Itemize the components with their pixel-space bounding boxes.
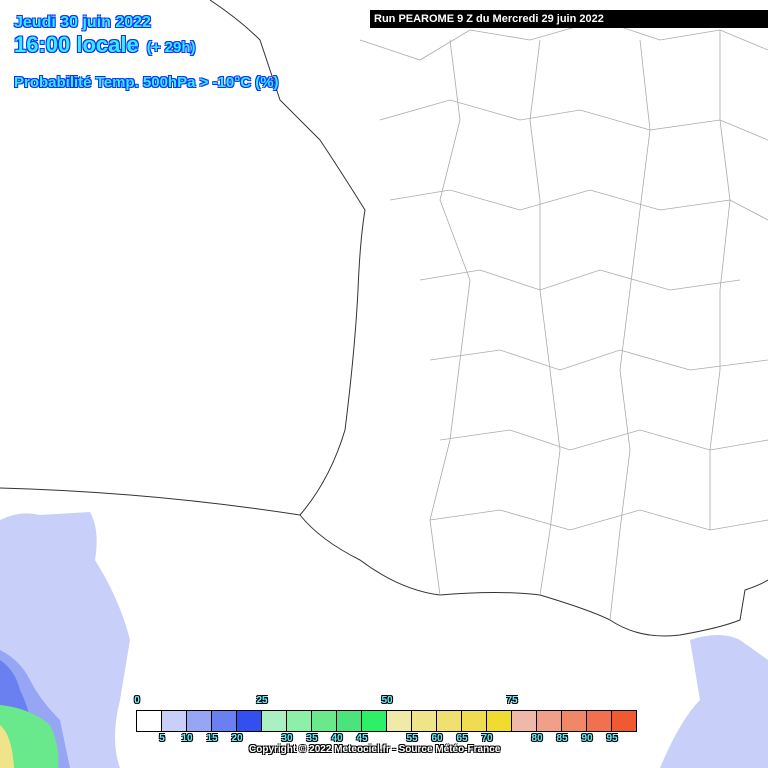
legend-swatch	[562, 711, 587, 731]
legend-swatch	[187, 711, 212, 731]
legend-swatch	[337, 711, 362, 731]
parameter-title: Probabilité Temp. 500hPa > -10°C (%)	[14, 74, 279, 91]
field-yellow	[0, 725, 14, 768]
legend-top-label: 50	[381, 695, 393, 706]
legend-bottom-label: 60	[431, 733, 443, 744]
legend-swatch	[537, 711, 562, 731]
legend-bottom-label: 40	[331, 733, 343, 744]
legend-bottom-label: 10	[181, 733, 193, 744]
coastline	[0, 0, 768, 637]
legend-bottom-label: 45	[356, 733, 368, 744]
legend-bottom-label: 20	[231, 733, 243, 744]
legend-bottom-label: 85	[556, 733, 568, 744]
legend-swatch	[587, 711, 612, 731]
legend-swatch	[437, 711, 462, 731]
legend-bottom-label: 80	[531, 733, 543, 744]
legend-bottom-label: 5	[159, 733, 165, 744]
legend-swatch	[237, 711, 262, 731]
legend-swatch	[312, 711, 337, 731]
legend-top-label: 0	[134, 695, 140, 706]
color-scale-legend	[136, 710, 637, 732]
legend-swatch	[162, 711, 187, 731]
legend-bottom-label: 30	[281, 733, 293, 744]
legend-swatch	[262, 711, 287, 731]
legend-swatch	[512, 711, 537, 731]
lead-time: (+ 29h)	[146, 39, 196, 56]
legend-swatch	[412, 711, 437, 731]
legend-top-label: 75	[506, 695, 518, 706]
legend-swatch	[612, 711, 636, 731]
copyright: Copyright © 2022 Meteociel.fr - Source M…	[249, 744, 501, 755]
probability-field	[0, 512, 768, 768]
legend-bottom-label: 95	[606, 733, 618, 744]
field-green	[0, 705, 59, 768]
legend-bottom-label: 65	[456, 733, 468, 744]
legend-bottom-label: 70	[481, 733, 493, 744]
legend-top-label: 25	[256, 695, 268, 706]
legend-bottom-label: 15	[206, 733, 218, 744]
local-time: 16:00 locale	[14, 32, 139, 57]
forecast-date: Jeudi 30 juin 2022	[14, 14, 151, 31]
legend-bottom-label: 55	[406, 733, 418, 744]
legend-swatch	[387, 711, 412, 731]
legend-swatch	[212, 711, 237, 731]
legend-swatch	[462, 711, 487, 731]
legend-bottom-label: 35	[306, 733, 318, 744]
legend-swatch	[487, 711, 512, 731]
legend-swatch	[137, 711, 162, 731]
forecast-time: 16:00 locale (+ 29h)	[14, 32, 196, 58]
field-light-blue-se	[660, 635, 768, 768]
department-borders	[359, 19, 768, 621]
run-label: Run PEAROME 9 Z du Mercredi 29 juin 2022	[370, 10, 768, 28]
legend-swatch	[287, 711, 312, 731]
legend-swatch	[362, 711, 387, 731]
legend-bottom-label: 90	[581, 733, 593, 744]
